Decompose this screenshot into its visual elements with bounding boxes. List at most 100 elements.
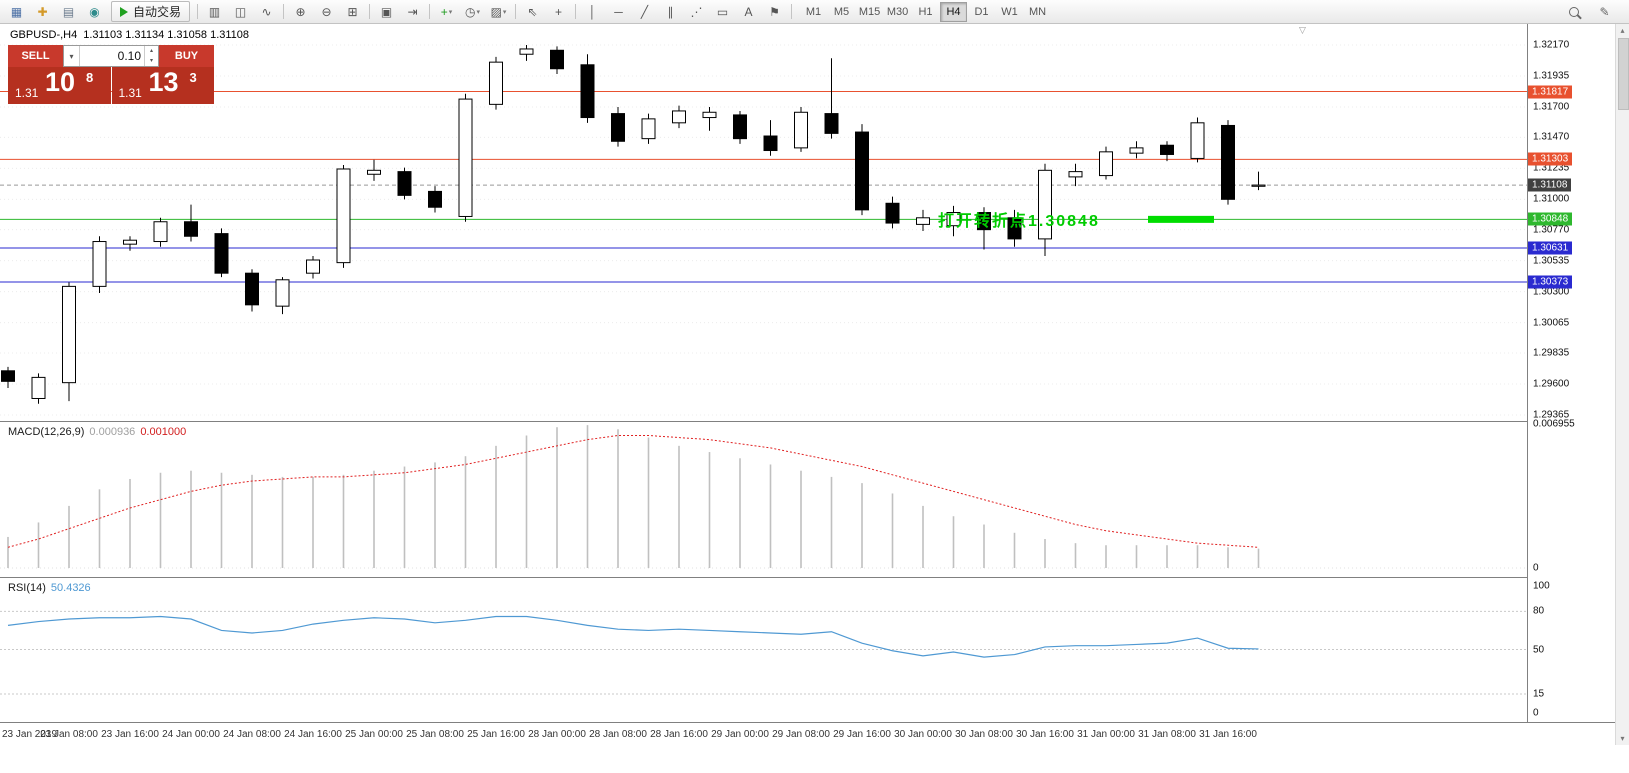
candle [916, 209, 930, 231]
candle [1068, 163, 1083, 187]
crosshair-icon[interactable]: + [555, 4, 563, 19]
channel-icon[interactable]: ∥ [667, 4, 674, 19]
scroll-up-button[interactable]: ▴ [1620, 26, 1625, 35]
macd-histogram-bar [159, 472, 162, 568]
time-label: 25 Jan 00:00 [345, 729, 403, 740]
sell-button[interactable]: SELL [8, 45, 63, 67]
bar-chart-icon[interactable]: ▥ [208, 4, 221, 19]
indicators-icon[interactable]: + ▾ [440, 4, 453, 19]
timeframe-w1[interactable]: W1 [1001, 5, 1018, 18]
shapes-icon[interactable]: ▭ [716, 4, 729, 19]
timeframe-m30[interactable]: M30 [886, 5, 909, 18]
buy-button[interactable]: BUY [159, 45, 214, 67]
macd-main-value: 0.000936 [89, 426, 136, 438]
fibonacci-icon[interactable]: ⋰ [690, 4, 703, 19]
arrow-objects-icon[interactable]: ⚑ [769, 4, 780, 19]
macd-histogram-bar [1013, 532, 1016, 568]
search-button[interactable] [1561, 2, 1586, 21]
vertical-scrollbar[interactable]: ▴ ▾ [1615, 24, 1629, 745]
lot-dropdown-button[interactable]: ▾ [64, 46, 80, 66]
macd-scale-max: 0.006955 [1533, 418, 1575, 430]
macd-indicator-pane[interactable] [0, 422, 1527, 577]
toolbar-separator [429, 4, 431, 19]
pivot-highlight-bar[interactable] [1148, 215, 1214, 223]
charts-window-icon[interactable]: ▦ [10, 4, 23, 19]
sell-price-prefix: 1.31 [15, 86, 39, 100]
auto-trading-button[interactable]: 自动交易 [111, 1, 191, 22]
timeframe-mn[interactable]: MN [1028, 5, 1047, 18]
price-tick-label: 1.30535 [1533, 255, 1570, 267]
price-tick-label: 1.32170 [1533, 39, 1570, 51]
zoom-out-icon[interactable]: ⊖ [321, 4, 332, 19]
candle [367, 159, 381, 181]
cursor-icon[interactable]: ⇖ [527, 4, 538, 19]
candlestick-chart-icon[interactable]: ◫ [234, 4, 247, 19]
macd-histogram-bar [1196, 545, 1199, 568]
buy-price-sup: 3 [189, 70, 197, 85]
edit-button[interactable]: ✎ [1592, 2, 1617, 21]
candle [611, 106, 625, 147]
rsi-scale-label: 50 [1533, 644, 1545, 655]
play-icon [120, 6, 128, 17]
new-order-icon[interactable]: ✚ [37, 4, 48, 19]
price-tick-label: 1.30065 [1533, 317, 1570, 329]
lot-increase-button[interactable]: ▴ [149, 48, 153, 54]
line-chart-icon[interactable]: ∿ [261, 4, 272, 19]
zoom-in-icon[interactable]: ⊕ [295, 4, 306, 19]
price-tick-label: 1.31470 [1533, 131, 1570, 143]
timeframe-m1[interactable]: M1 [805, 5, 822, 18]
candle [885, 196, 900, 229]
marketwatch-icon[interactable]: ◉ [89, 4, 100, 19]
candle [306, 256, 320, 279]
trendline-icon[interactable]: ╱ [640, 4, 649, 19]
candle [702, 106, 717, 131]
toolbar-separator [197, 4, 199, 19]
price-tick-label: 1.31700 [1533, 101, 1570, 113]
chart-title: GBPUSD-,H4 1.31103 1.31134 1.31058 1.3110… [10, 29, 255, 41]
lot-size-input[interactable]: 0.10 [117, 49, 141, 63]
caret-down-icon: ▾ [448, 8, 453, 16]
macd-histogram-bar [739, 458, 741, 568]
candle [275, 277, 290, 315]
macd-histogram-bar [952, 516, 955, 568]
tile-windows-icon[interactable]: ⊞ [347, 4, 358, 19]
chart-shift-icon[interactable]: ⇥ [407, 4, 418, 19]
macd-histogram-bar [769, 464, 772, 568]
auto-arrange-icon[interactable]: ▣ [380, 4, 393, 19]
horizontal-line-icon[interactable]: ─ [614, 4, 623, 19]
macd-signal-value: 0.001000 [140, 426, 187, 438]
top-toolbar: ▦ ✚ ▤ ◉ 自动交易 ▥ ◫ ∿ ⊕ ⊖ ⊞ ▣ ⇥ + ▾ ◷ ▾ ▨ ▾ ⇖ + │ ─ ╱ ∥ ⋰ ▭ A ⚑ M1 M5 M15… [0, 0, 1629, 24]
price-level-badge: 1.30373 [1528, 275, 1573, 289]
lot-decrease-button[interactable]: ▾ [149, 58, 153, 64]
scroll-down-button[interactable]: ▾ [1620, 734, 1625, 743]
price-axis[interactable]: 1.32170 1.31935 1.31700 1.31470 1.31235 1.310… [1527, 24, 1615, 722]
time-label: 23 Jan 08:00 [40, 729, 98, 740]
macd-name: MACD(12,26,9) [8, 426, 85, 438]
chart-shift-marker[interactable]: ▽ [1299, 25, 1306, 35]
text-label-icon[interactable]: A [744, 4, 753, 19]
time-label: 31 Jan 16:00 [1199, 729, 1257, 740]
pane-separator[interactable] [0, 577, 1615, 578]
periods-icon[interactable]: ◷ ▾ [465, 4, 481, 19]
timeframe-m15[interactable]: M15 [858, 5, 881, 18]
sell-price-display[interactable]: 1.31 10 8 [8, 67, 111, 104]
timeframe-h4[interactable]: H4 [940, 1, 968, 22]
lot-size-control: ▾ 0.10 ▴ ▾ [63, 45, 159, 67]
macd-signal-line [7, 434, 1259, 548]
time-axis[interactable]: 23 Jan 2019 23 Jan 08:00 23 Jan 16:00 24 Ja… [0, 722, 1615, 745]
toolbar-separator [575, 4, 577, 19]
scrollbar-thumb[interactable] [1618, 38, 1629, 110]
main-price-chart[interactable] [0, 24, 1527, 421]
timeframe-d1[interactable]: D1 [974, 5, 989, 18]
timeframe-m5[interactable]: M5 [833, 5, 850, 18]
rsi-indicator-pane[interactable] [0, 578, 1527, 722]
buy-price-display[interactable]: 1.31 13 3 [111, 67, 214, 104]
macd-histogram-bar [891, 493, 894, 568]
pivot-annotation-text[interactable]: 打开转折点1.30848 [938, 213, 1100, 231]
templates-icon[interactable]: ▨ ▾ [490, 4, 507, 19]
candle [62, 282, 76, 402]
timeframe-h1[interactable]: H1 [918, 5, 933, 18]
pane-separator[interactable] [0, 421, 1615, 422]
vertical-line-icon[interactable]: │ [588, 4, 597, 19]
profiles-icon[interactable]: ▤ [62, 4, 75, 19]
